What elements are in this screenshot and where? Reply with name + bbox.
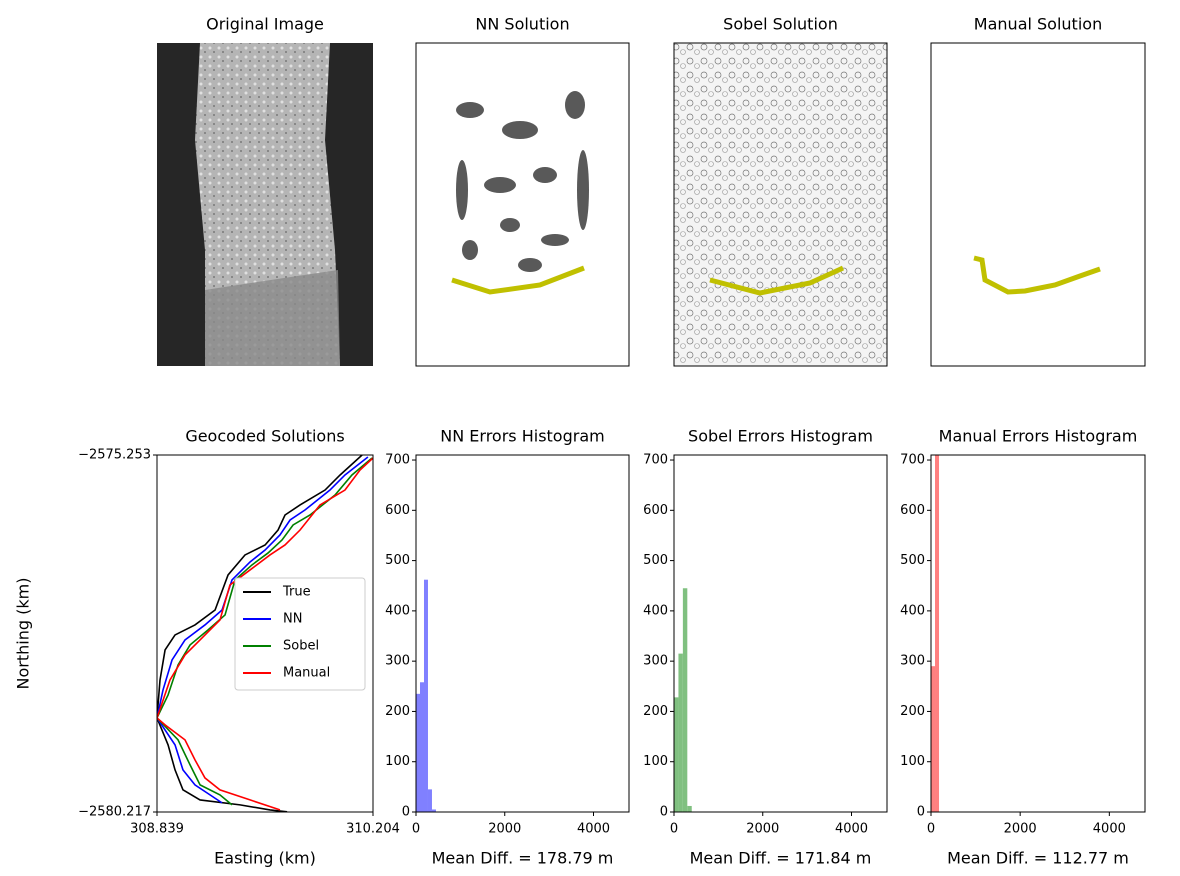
image-original — [157, 43, 373, 366]
series-line — [157, 457, 373, 811]
x-axis-label: Mean Diff. = 178.79 m — [432, 849, 614, 868]
y-tick-label: 100 — [900, 754, 925, 769]
x-tick-label: 2000 — [746, 822, 779, 837]
y-tick-label: 400 — [385, 603, 410, 618]
hist-bar — [416, 693, 420, 812]
hist-bar — [674, 697, 679, 812]
y-tick-label: 300 — [643, 654, 668, 669]
legend-label: True — [282, 585, 311, 600]
y-tick-label: 600 — [900, 503, 925, 518]
chart-title: NN Errors Histogram — [440, 427, 604, 446]
x-tick-label: 4000 — [835, 822, 868, 837]
legend-label: NN — [283, 612, 302, 627]
y-tick-label: 700 — [385, 453, 410, 468]
y-tick-label: 300 — [900, 654, 925, 669]
plot-area — [416, 579, 436, 812]
chart-title: NN Solution — [475, 15, 569, 34]
y-tick-label: 200 — [643, 704, 668, 719]
axes-frame — [156, 454, 374, 813]
y-tick-label: 0 — [660, 805, 668, 820]
axes-frame — [415, 454, 630, 813]
chart-title: Sobel Errors Histogram — [688, 427, 873, 446]
chart-title: Manual Errors Histogram — [939, 427, 1138, 446]
x-tick-label: 4000 — [1093, 822, 1126, 837]
image-manual — [930, 42, 1146, 367]
x-axis-label: Easting (km) — [214, 849, 316, 868]
axes-frame — [673, 454, 888, 813]
legend-label: Sobel — [283, 639, 319, 654]
y-tick-label: 600 — [385, 503, 410, 518]
y-tick-label: 0 — [917, 805, 925, 820]
y-tick-label: 600 — [643, 503, 668, 518]
image-sobel — [673, 42, 888, 367]
y-tick-label: 100 — [385, 754, 410, 769]
chart-title: Sobel Solution — [723, 15, 838, 34]
image-nn — [415, 42, 630, 367]
plot-area — [157, 455, 373, 812]
y-tick-label: 400 — [900, 603, 925, 618]
y-tick-label: 700 — [900, 453, 925, 468]
x-tick-label: 310.204 — [346, 822, 400, 837]
hist-bar — [678, 653, 683, 812]
y-tick-label: 300 — [385, 654, 410, 669]
x-axis-label: Mean Diff. = 112.77 m — [947, 849, 1129, 868]
y-tick-label: 0 — [402, 805, 410, 820]
hist-bar — [935, 455, 940, 812]
axes-frame — [930, 454, 1146, 813]
plot-area — [674, 588, 692, 812]
y-tick-label: 400 — [643, 603, 668, 618]
x-axis-label: Mean Diff. = 171.84 m — [690, 849, 872, 868]
x-tick-label: 0 — [927, 822, 935, 837]
legend-box — [234, 577, 366, 691]
hist-bar — [423, 579, 428, 812]
hist-bar — [419, 682, 424, 812]
x-tick-label: 2000 — [488, 822, 521, 837]
y-tick-label: 700 — [643, 453, 668, 468]
x-tick-label: 0 — [412, 822, 420, 837]
series-line — [157, 455, 363, 812]
x-tick-label: 2000 — [1004, 822, 1037, 837]
y-tick-label: 500 — [643, 553, 668, 568]
hist-bar — [931, 666, 936, 812]
chart-title: Geocoded Solutions — [185, 427, 344, 446]
x-tick-label: 308.839 — [130, 822, 184, 837]
series-line — [157, 456, 369, 804]
y-tick-label: −2580.217 — [78, 805, 151, 820]
x-tick-label: 4000 — [577, 822, 610, 837]
y-tick-label: −2575.253 — [78, 448, 151, 463]
chart-title: Original Image — [206, 15, 324, 34]
chart-title: Manual Solution — [974, 15, 1102, 34]
y-tick-label: 500 — [385, 553, 410, 568]
y-tick-label: 200 — [385, 704, 410, 719]
hist-bar — [687, 805, 692, 812]
hist-bar — [427, 789, 432, 812]
y-tick-label: 500 — [900, 553, 925, 568]
hist-bar — [431, 809, 436, 812]
plot-area — [931, 455, 940, 812]
y-axis-label: Northing (km) — [14, 578, 33, 690]
x-tick-label: 0 — [670, 822, 678, 837]
y-tick-label: 200 — [900, 704, 925, 719]
y-tick-label: 100 — [643, 754, 668, 769]
legend-label: Manual — [283, 666, 330, 681]
hist-bar — [682, 588, 688, 812]
